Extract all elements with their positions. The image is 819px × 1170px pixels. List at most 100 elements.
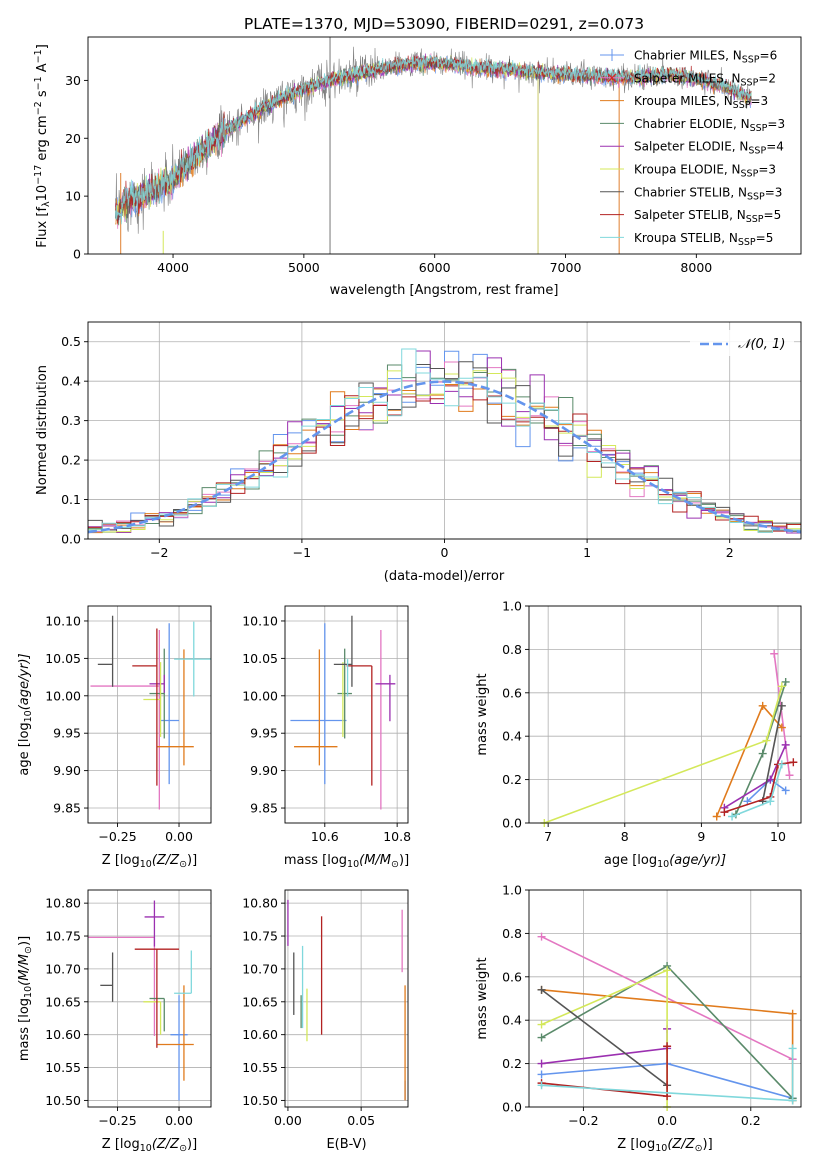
y-axis-label: mass [log10(M/M⊙)]: [17, 936, 34, 1061]
x-axis-label-part: 10: [655, 1143, 667, 1154]
y-tick-label: 10.10: [45, 613, 81, 628]
axes-frame: [87, 605, 212, 824]
y-tick-label: 0.2: [502, 772, 522, 787]
x-axis-label-part: )]: [187, 1137, 197, 1152]
axes-weight-vs-Z: −0.2 0.0 0.2 0.0 0.2 0.4 0.6 0.8 1.0 Z [log10(Z/Z…: [475, 883, 802, 1154]
y-tick-label: 0.6: [502, 969, 522, 984]
axes-frame: [87, 36, 802, 255]
x-axis-label-part: Z [log: [617, 1137, 655, 1152]
weight-line-salpeter-stelib: [724, 761, 794, 813]
legend-label-chabrier-stelib-part: N: [738, 185, 747, 199]
legend-label-chabrier-miles-part: N: [733, 49, 742, 63]
weight-marker: [537, 1081, 546, 1090]
weight-marker: [777, 723, 786, 732]
weight-marker: [663, 966, 672, 975]
y-tick-label: 0.4: [61, 374, 81, 389]
y-tick-label: 10.75: [242, 929, 278, 944]
errorbar-kroupa-miles: [156, 985, 194, 1081]
legend-label-kroupa-miles: Kroupa MILES, NSSP=3: [634, 94, 768, 111]
weight-marker: [537, 932, 546, 941]
errorbar-kroupa-miles: [294, 649, 338, 766]
y-tick-label: 10.65: [242, 994, 278, 1009]
errorbar-salpeter-stelib: [132, 628, 158, 786]
figure-title: PLATE=1370, MJD=53090, FIBERID=0291, z=0…: [244, 15, 644, 33]
x-tick-label: −0.25: [98, 829, 136, 844]
errorbar-salpeter-elodie: [375, 674, 396, 722]
y-tick-label: 10.55: [45, 1060, 81, 1075]
x-axis-label-part: )]: [399, 853, 409, 868]
axes-frame: [87, 321, 802, 540]
weight-marker: [712, 812, 721, 821]
weight-marker: [758, 701, 767, 710]
legend-label-salpeter-stelib-part: SSP: [746, 214, 764, 225]
errorbar-salpeter-miles: [90, 629, 160, 810]
legend-label-kroupa-miles-part: Kroupa MILES,: [634, 94, 724, 108]
y-tick-label: 10.05: [242, 651, 278, 666]
x-axis-label-part: (age/yr)]: [669, 853, 726, 868]
axes-residuals: −2 −1 0 1 2 0.0 0.1 0.2 0.3 0.4 0.5 𝒩(0, 1) (data-mo…: [35, 321, 802, 584]
weight-marker: [766, 797, 775, 806]
weight-marker: [537, 1070, 546, 1079]
y-axis-label-part: erg cm: [35, 115, 50, 164]
x-tick-label: 9: [697, 829, 705, 844]
y-tick-label: 0.1: [61, 492, 81, 507]
y-axis-label-part: −17: [33, 165, 44, 185]
model-line-kroupa-stelib: [115, 54, 752, 225]
x-tick-label: 0.0: [657, 1113, 677, 1128]
errorbar-kroupa-miles: [156, 649, 194, 766]
y-axis-label-part: −1: [33, 76, 44, 90]
x-tick-label: −0.25: [98, 1113, 136, 1128]
legend-label-salpeter-stelib-part: =5: [764, 208, 782, 222]
x-axis-label-part: (Z/Z: [152, 853, 180, 868]
y-axis-label: mass weight: [475, 957, 490, 1039]
x-axis-label: Z [log10(Z/Z⊙)]: [102, 853, 197, 870]
x-tick-label: −2: [150, 545, 168, 560]
x-axis-label-part: (M/M: [359, 853, 391, 868]
x-axis-label-part: age [log: [604, 853, 657, 868]
x-axis-label-part: Z [log: [102, 1137, 140, 1152]
legend-label-kroupa-elodie: Kroupa ELODIE, NSSP=3: [634, 163, 776, 180]
y-tick-label: 10.60: [45, 1027, 81, 1042]
weight-marker: [537, 1020, 546, 1029]
legend-label-chabrier-elodie: Chabrier ELODIE, NSSP=3: [634, 117, 785, 134]
y-axis-label: Normed distribution: [35, 365, 50, 495]
x-axis-label-part: 10: [140, 859, 152, 870]
y-tick-label: 10.75: [45, 929, 81, 944]
x-tick-label: 4000: [157, 260, 189, 275]
y-tick-label: 0.4: [502, 729, 522, 744]
errorbar-kroupa-elodie: [143, 662, 162, 737]
weight-line-salpeter-elodie: [541, 1028, 668, 1065]
y-tick-label: 10.00: [45, 688, 81, 703]
weight-marker: [537, 985, 546, 994]
legend-label-chabrier-miles-part: SSP: [742, 55, 760, 66]
weight-marker: [788, 1009, 797, 1018]
y-tick-label: 1.0: [502, 883, 522, 898]
errorbar-salpeter-elodie: [144, 900, 165, 947]
x-axis-label-part: )]: [187, 853, 197, 868]
legend-label-chabrier-elodie-part: SSP: [750, 123, 768, 134]
y-tick-label: 10.55: [242, 1060, 278, 1075]
legend-label-chabrier-miles-part: Chabrier MILES,: [634, 49, 733, 63]
legend-label-salpeter-miles-part: =2: [758, 71, 776, 85]
x-axis-label-part: Z [log: [102, 853, 140, 868]
errorbar-salpeter-stelib: [134, 948, 180, 1048]
y-tick-label: 10.00: [242, 688, 278, 703]
legend-label-kroupa-stelib-part: SSP: [738, 237, 756, 248]
x-tick-label: 0.00: [165, 1113, 193, 1128]
y-tick-label: 0.8: [502, 642, 522, 657]
y-tick-label: 0.2: [502, 1056, 522, 1071]
legend-label-salpeter-miles-part: N: [732, 71, 741, 85]
x-axis-label: age [log10(age/yr)]: [604, 853, 726, 870]
errorbar-chabrier-miles: [170, 995, 188, 1101]
y-axis-label-part: Normed distribution: [35, 365, 50, 495]
y-tick-label: 20: [65, 131, 81, 146]
y-tick-label: 10: [65, 189, 81, 204]
y-tick-label: 30: [65, 73, 81, 88]
weight-marker: [785, 771, 794, 780]
y-tick-label: 0: [73, 247, 81, 262]
weight-marker: [537, 1033, 546, 1042]
x-axis-label: Z [log10(Z/Z⊙)]: [617, 1137, 712, 1154]
y-axis-label-part: ⊙: [23, 946, 34, 954]
x-axis-label-part: ⊙: [179, 859, 187, 870]
legend-label-kroupa-elodie-part: N: [732, 163, 741, 177]
